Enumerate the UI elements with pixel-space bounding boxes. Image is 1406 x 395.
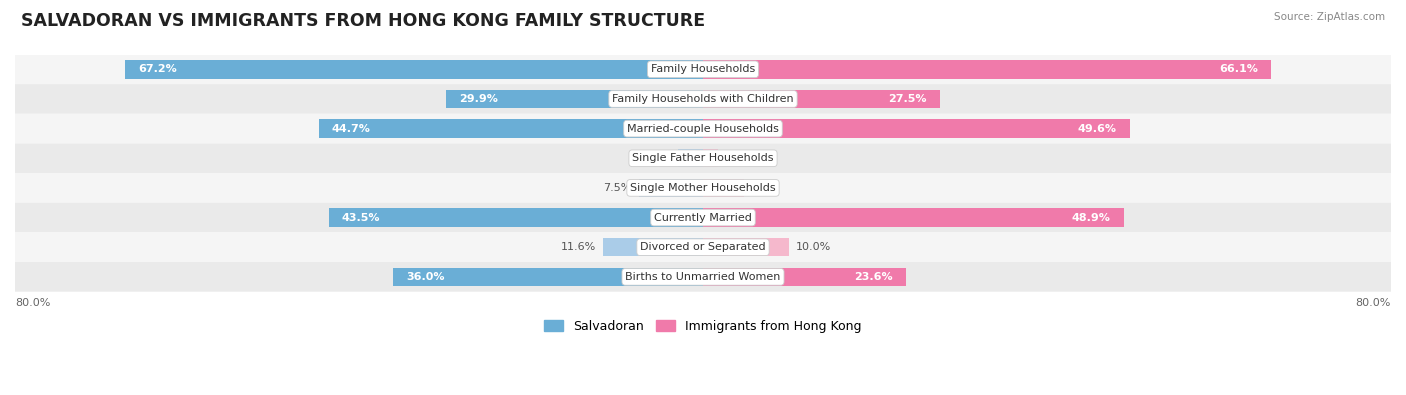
Text: 44.7%: 44.7% bbox=[332, 124, 370, 134]
Text: Births to Unmarried Women: Births to Unmarried Women bbox=[626, 272, 780, 282]
Text: 67.2%: 67.2% bbox=[138, 64, 177, 74]
Text: 43.5%: 43.5% bbox=[342, 213, 380, 222]
FancyBboxPatch shape bbox=[15, 173, 1391, 203]
Bar bbox=[703, 149, 718, 167]
FancyBboxPatch shape bbox=[15, 232, 1391, 262]
Bar bbox=[329, 209, 703, 227]
Bar bbox=[603, 238, 703, 256]
Text: 1.8%: 1.8% bbox=[725, 153, 754, 163]
Bar bbox=[678, 149, 703, 167]
FancyBboxPatch shape bbox=[15, 262, 1391, 292]
Text: 36.0%: 36.0% bbox=[406, 272, 444, 282]
Bar bbox=[703, 179, 744, 197]
Text: 48.9%: 48.9% bbox=[1071, 213, 1111, 222]
FancyBboxPatch shape bbox=[15, 203, 1391, 232]
Text: Single Father Households: Single Father Households bbox=[633, 153, 773, 163]
Bar bbox=[446, 90, 703, 108]
Bar bbox=[703, 209, 1123, 227]
Text: 80.0%: 80.0% bbox=[15, 297, 51, 308]
Text: 2.9%: 2.9% bbox=[643, 153, 671, 163]
Text: Married-couple Households: Married-couple Households bbox=[627, 124, 779, 134]
Bar bbox=[394, 268, 703, 286]
Text: Source: ZipAtlas.com: Source: ZipAtlas.com bbox=[1274, 12, 1385, 22]
Bar bbox=[125, 60, 703, 79]
Text: 49.6%: 49.6% bbox=[1077, 124, 1116, 134]
FancyBboxPatch shape bbox=[15, 84, 1391, 114]
FancyBboxPatch shape bbox=[15, 55, 1391, 84]
Text: Single Mother Households: Single Mother Households bbox=[630, 183, 776, 193]
FancyBboxPatch shape bbox=[15, 143, 1391, 173]
Text: 66.1%: 66.1% bbox=[1219, 64, 1258, 74]
Text: 27.5%: 27.5% bbox=[889, 94, 927, 104]
Bar bbox=[703, 119, 1129, 138]
Text: 80.0%: 80.0% bbox=[1355, 297, 1391, 308]
Text: 23.6%: 23.6% bbox=[855, 272, 893, 282]
Text: SALVADORAN VS IMMIGRANTS FROM HONG KONG FAMILY STRUCTURE: SALVADORAN VS IMMIGRANTS FROM HONG KONG … bbox=[21, 12, 706, 30]
Text: 10.0%: 10.0% bbox=[796, 242, 831, 252]
Bar bbox=[703, 238, 789, 256]
Bar bbox=[703, 268, 905, 286]
Text: 4.8%: 4.8% bbox=[751, 183, 780, 193]
FancyBboxPatch shape bbox=[15, 114, 1391, 143]
Bar bbox=[703, 90, 939, 108]
Text: 11.6%: 11.6% bbox=[561, 242, 596, 252]
Bar bbox=[319, 119, 703, 138]
Bar bbox=[638, 179, 703, 197]
Bar bbox=[703, 60, 1271, 79]
Text: Currently Married: Currently Married bbox=[654, 213, 752, 222]
Legend: Salvadoran, Immigrants from Hong Kong: Salvadoran, Immigrants from Hong Kong bbox=[540, 315, 866, 338]
Text: 29.9%: 29.9% bbox=[458, 94, 498, 104]
Text: 7.5%: 7.5% bbox=[603, 183, 631, 193]
Text: Family Households: Family Households bbox=[651, 64, 755, 74]
Text: Divorced or Separated: Divorced or Separated bbox=[640, 242, 766, 252]
Text: Family Households with Children: Family Households with Children bbox=[612, 94, 794, 104]
